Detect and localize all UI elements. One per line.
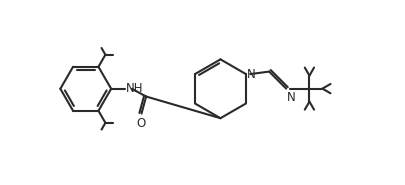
Text: N: N — [247, 68, 255, 81]
Text: NH: NH — [126, 82, 143, 95]
Text: O: O — [136, 117, 145, 130]
Text: N: N — [286, 91, 295, 104]
